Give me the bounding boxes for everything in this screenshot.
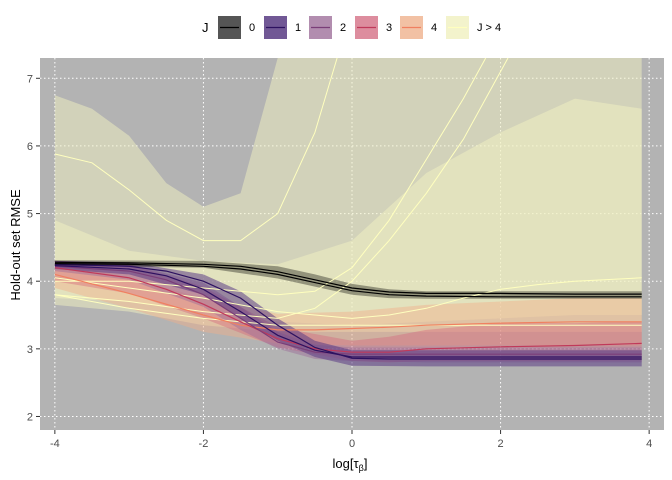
y-tick-label: 6 <box>27 141 33 153</box>
line-series-5 <box>54 58 338 242</box>
legend-label: 2 <box>340 22 346 34</box>
legend-title: J <box>202 20 209 35</box>
legend: J 0 1 2 3 4 J > 4 <box>202 16 501 39</box>
legend-item-0: 0 <box>218 16 255 39</box>
legend-label: 4 <box>431 22 437 34</box>
legend-item-5: J > 4 <box>446 16 501 39</box>
line-series-5 <box>54 58 487 296</box>
legend-item-4: 4 <box>400 16 437 39</box>
legend-label: 3 <box>386 22 392 34</box>
x-tick-label: 2 <box>498 438 504 450</box>
band-series-1 <box>54 260 642 367</box>
x-axis-title: log[τβ] <box>333 456 368 473</box>
legend-label: 0 <box>249 22 255 34</box>
line-series-3 <box>54 267 642 353</box>
y-tick-label: 7 <box>27 73 33 85</box>
line-series-4 <box>54 273 642 331</box>
legend-item-1: 1 <box>264 16 301 39</box>
legend-item-2: 2 <box>309 16 346 39</box>
x-tick-label: -4 <box>50 438 60 450</box>
band-series-4 <box>54 260 642 346</box>
x-tick-label: 0 <box>349 438 355 450</box>
line-series-5 <box>54 58 509 319</box>
line-series-5 <box>54 294 642 326</box>
y-axis-title: Hold-out set RMSE <box>8 189 23 301</box>
axes: -4 -2 0 2 4 2 3 4 5 6 7 <box>27 73 652 450</box>
y-tick-label: 2 <box>27 411 33 423</box>
line-series-0 <box>54 263 642 298</box>
line-series-5 <box>54 277 642 319</box>
line-series-2 <box>54 265 642 355</box>
line-series-1 <box>54 265 642 358</box>
y-tick-label: 4 <box>27 276 33 288</box>
series-lines <box>54 58 642 360</box>
line-series-1 <box>54 263 642 360</box>
legend-items: 0 1 2 3 4 J > 4 <box>218 16 501 39</box>
x-tick-label: -2 <box>199 438 209 450</box>
x-tick-label: 4 <box>646 438 652 450</box>
legend-label: 1 <box>295 22 301 34</box>
band-series-5 <box>54 98 642 326</box>
confidence-bands <box>54 58 642 367</box>
legend-label: J > 4 <box>477 22 501 34</box>
line-series-0 <box>54 261 642 295</box>
y-tick-label: 3 <box>27 344 33 356</box>
y-tick-label: 5 <box>27 209 33 221</box>
legend-item-3: 3 <box>355 16 392 39</box>
